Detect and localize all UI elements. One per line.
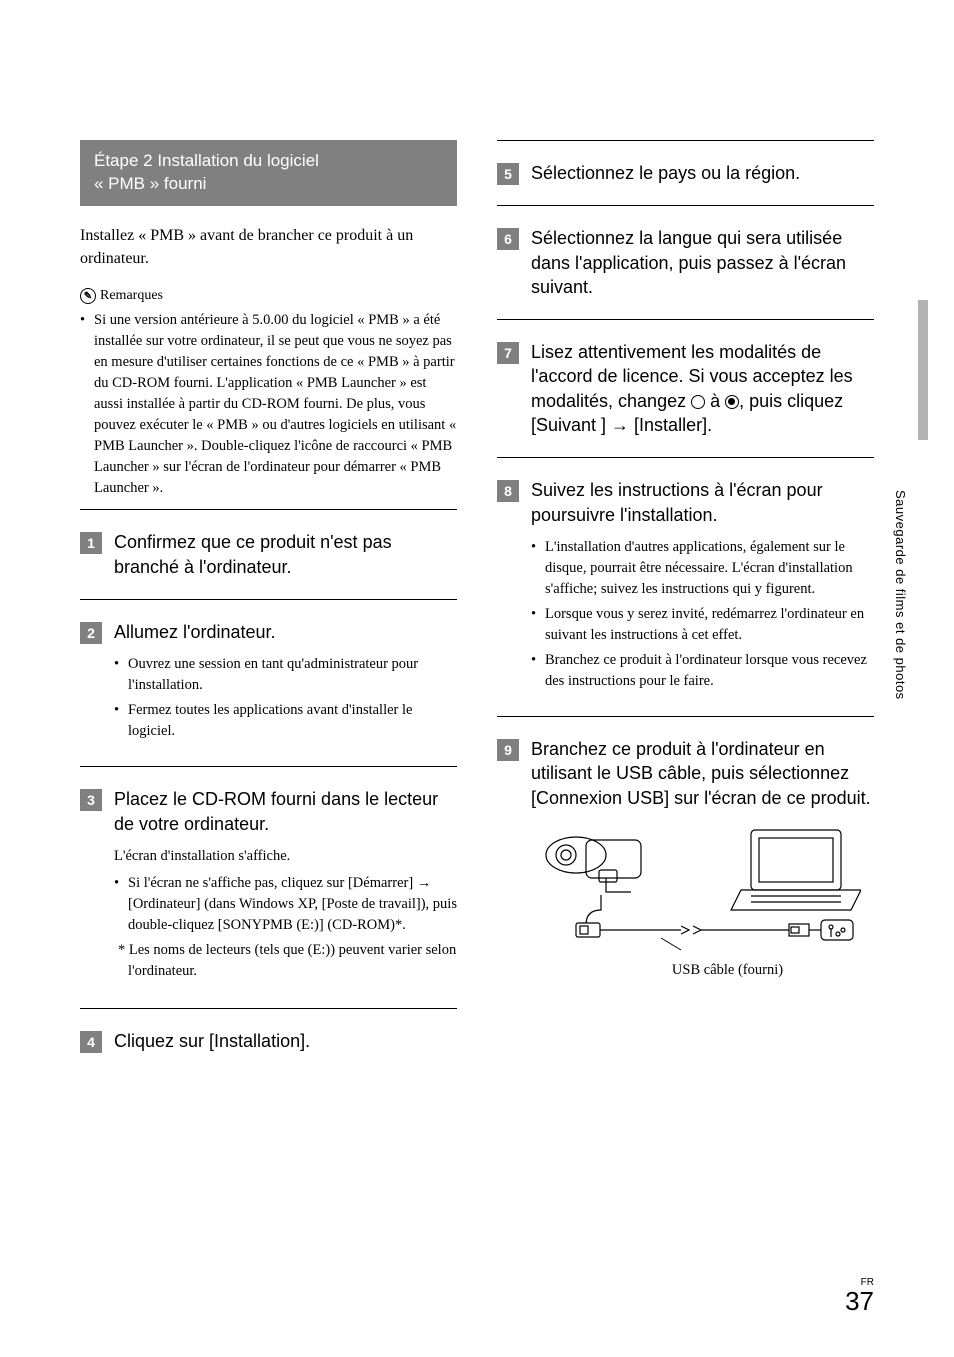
- step-3: 3 Placez le CD-ROM fourni dans le lecteu…: [80, 766, 457, 1008]
- step-title: Placez le CD-ROM fourni dans le lecteur …: [114, 787, 457, 836]
- step-bullet: Ouvrez une session en tant qu'administra…: [114, 654, 457, 696]
- section-header: Étape 2 Installation du logiciel « PMB »…: [80, 140, 457, 206]
- step-1: 1 Confirmez que ce produit n'est pas bra…: [80, 509, 457, 599]
- step-number: 6: [497, 228, 519, 250]
- step-number: 4: [80, 1031, 102, 1053]
- step-title: Confirmez que ce produit n'est pas branc…: [114, 530, 457, 579]
- step-title: Suivez les instructions à l'écran pour p…: [531, 478, 874, 527]
- step-bullets: L'installation d'autres applications, ég…: [531, 537, 874, 692]
- step-4: 4 Cliquez sur [Installation].: [80, 1008, 457, 1053]
- remarques-label-text: Remarques: [100, 288, 163, 304]
- step-number: 9: [497, 739, 519, 761]
- diagram-label: USB câble (fourni): [581, 962, 874, 979]
- section-header-line1: Étape 2 Installation du logiciel: [94, 151, 319, 170]
- intro-text: Installez « PMB » avant de brancher ce p…: [80, 224, 457, 270]
- left-column: Étape 2 Installation du logiciel « PMB »…: [80, 140, 457, 1053]
- step-title-part: [Installer].: [629, 415, 712, 435]
- section-header-line2: « PMB » fourni: [94, 174, 206, 193]
- step-title: Sélectionnez le pays ou la région.: [531, 161, 874, 185]
- step-number: 1: [80, 532, 102, 554]
- radio-empty-icon: [691, 395, 705, 409]
- step-number: 3: [80, 789, 102, 811]
- arrow-icon: →: [417, 875, 432, 891]
- step-bullet: Fermez toutes les applications avant d'i…: [114, 700, 457, 742]
- step-bullets: Ouvrez une session en tant qu'administra…: [114, 654, 457, 742]
- step-8: 8 Suivez les instructions à l'écran pour…: [497, 457, 874, 716]
- remarques-item: Si une version antérieure à 5.0.00 du lo…: [80, 310, 457, 499]
- page-number: FR 37: [845, 1277, 874, 1317]
- step-bullet: L'installation d'autres applications, ég…: [531, 537, 874, 600]
- connection-diagram: USB câble (fourni): [531, 820, 874, 979]
- step-title: Branchez ce produit à l'ordinateur en ut…: [531, 737, 874, 810]
- step-9: 9 Branchez ce produit à l'ordinateur en …: [497, 716, 874, 985]
- remarques-list: Si une version antérieure à 5.0.00 du lo…: [80, 310, 457, 499]
- page-num-value: 37: [845, 1286, 874, 1316]
- step-title: Allumez l'ordinateur.: [114, 620, 457, 644]
- step-number: 7: [497, 342, 519, 364]
- arrow-icon: →: [611, 415, 629, 435]
- remarques-heading: ✎ Remarques: [80, 288, 457, 304]
- side-tab-label: Sauvegarde de films et de photos: [893, 490, 908, 700]
- step-footnote: * Les noms de lecteurs (tels que (E:)) p…: [114, 940, 457, 982]
- step-7: 7 Lisez attentivement les modalités de l…: [497, 319, 874, 457]
- step-title-part: à: [705, 391, 725, 411]
- step-intro: L'écran d'installation s'affiche.: [114, 846, 457, 867]
- step-number: 5: [497, 163, 519, 185]
- step-bullet: Lorsque vous y serez invité, redémarrez …: [531, 604, 874, 646]
- radio-filled-icon: [725, 395, 739, 409]
- step-6: 6 Sélectionnez la langue qui sera utilis…: [497, 205, 874, 319]
- step-bullet: Si l'écran ne s'affiche pas, cliquez sur…: [114, 873, 457, 936]
- step-5: 5 Sélectionnez le pays ou la région.: [497, 140, 874, 205]
- step-bullet: Branchez ce produit à l'ordinateur lorsq…: [531, 650, 874, 692]
- right-column: 5 Sélectionnez le pays ou la région. 6 S…: [497, 140, 874, 1053]
- step-number: 2: [80, 622, 102, 644]
- step-title: Lisez attentivement les modalités de l'a…: [531, 340, 874, 437]
- remarques-icon: ✎: [80, 288, 96, 304]
- step-title: Cliquez sur [Installation].: [114, 1029, 457, 1053]
- step-bullets: Si l'écran ne s'affiche pas, cliquez sur…: [114, 873, 457, 936]
- page-content: Étape 2 Installation du logiciel « PMB »…: [0, 0, 954, 1093]
- side-section-bar: [918, 300, 928, 440]
- step-2: 2 Allumez l'ordinateur. Ouvrez une sessi…: [80, 599, 457, 766]
- step-title: Sélectionnez la langue qui sera utilisée…: [531, 226, 874, 299]
- step-number: 8: [497, 480, 519, 502]
